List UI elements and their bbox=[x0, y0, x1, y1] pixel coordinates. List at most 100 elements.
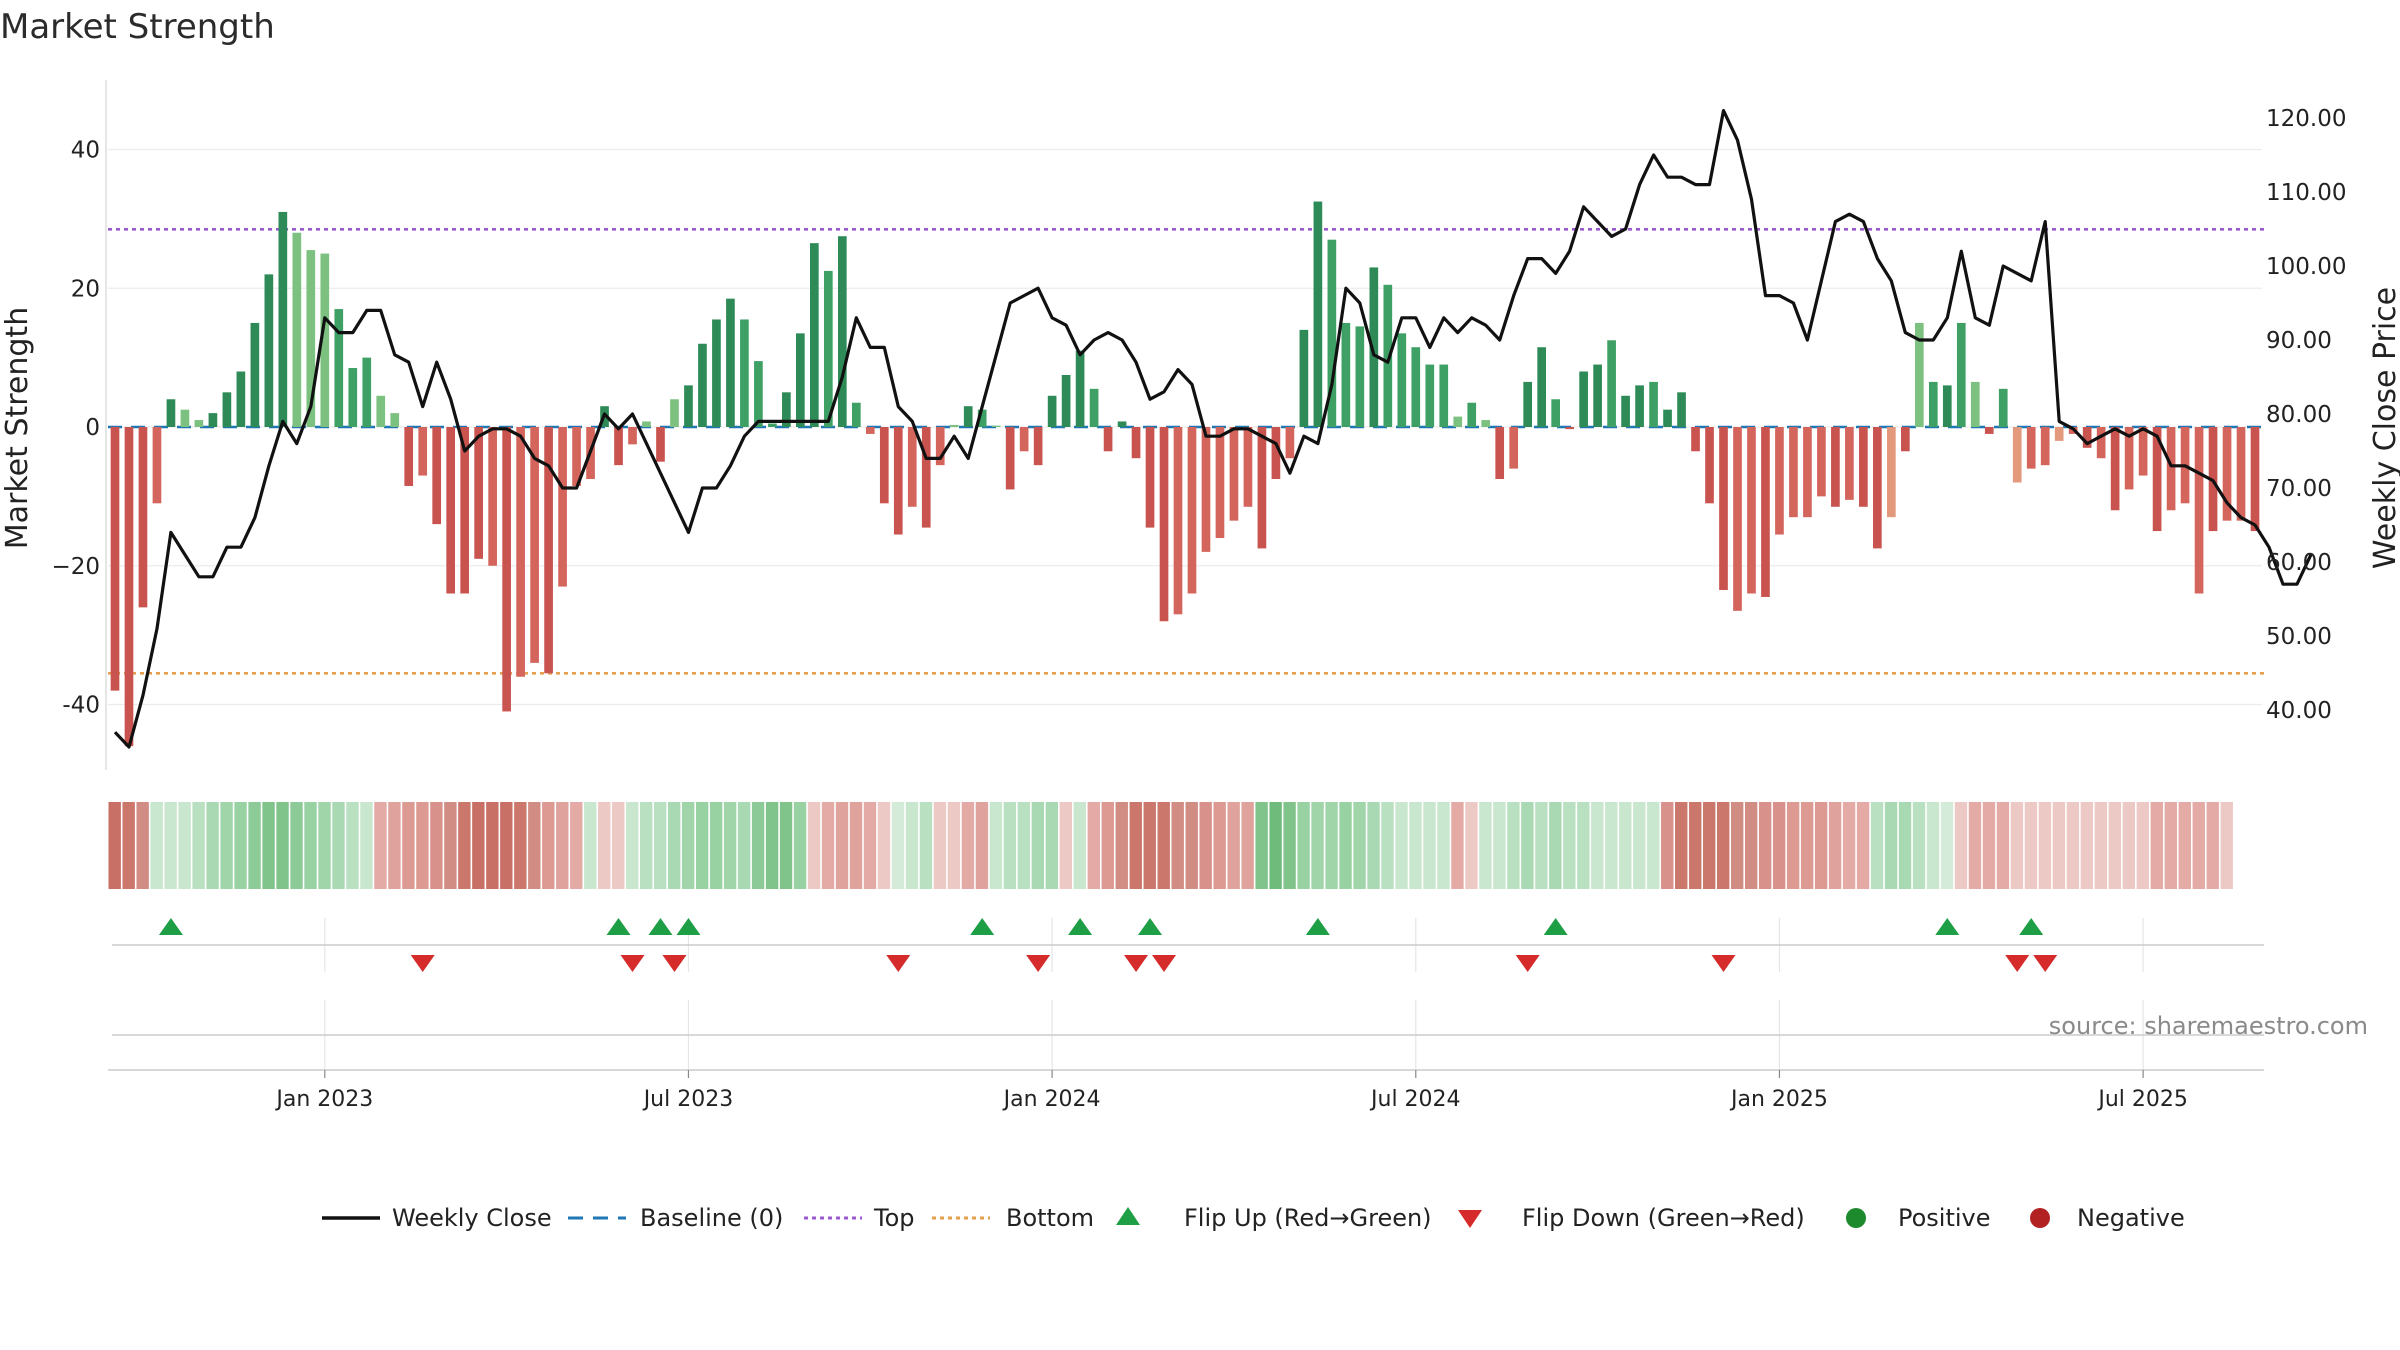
regime-cell bbox=[1059, 802, 1073, 889]
strength-bar bbox=[1691, 427, 1700, 452]
regime-cell bbox=[1786, 802, 1800, 889]
flip-down-marker bbox=[620, 955, 645, 972]
strength-bar bbox=[418, 427, 428, 476]
strength-bar bbox=[1453, 416, 1463, 427]
regime-cell bbox=[1479, 802, 1492, 889]
regime-cell bbox=[1926, 802, 1940, 889]
regime-cell bbox=[1647, 802, 1660, 889]
regime-cell bbox=[1269, 802, 1282, 889]
legend-swatch-positive-dot bbox=[1846, 1208, 1866, 1228]
strength-bar bbox=[264, 274, 274, 427]
regime-cell bbox=[1870, 802, 1884, 889]
x-tick-label: Jul 2023 bbox=[642, 1087, 734, 1112]
strength-bar bbox=[1998, 388, 2008, 427]
flip-down-marker bbox=[2005, 955, 2030, 972]
weekly-close-line bbox=[113, 108, 2313, 749]
strength-bar bbox=[110, 427, 120, 691]
regime-cell bbox=[640, 802, 653, 889]
flip-down-marker bbox=[1026, 955, 1051, 972]
left-axis-label: Market Strength bbox=[0, 307, 35, 549]
regime-cell bbox=[248, 802, 261, 889]
flip-down-marker bbox=[2033, 955, 2058, 972]
strength-bar bbox=[1817, 427, 1826, 497]
regime-cell bbox=[1605, 802, 1618, 889]
strength-bar bbox=[1565, 427, 1574, 430]
flip-up-marker bbox=[1305, 918, 1330, 935]
flip-down-marker bbox=[662, 955, 687, 972]
regime-cell bbox=[891, 802, 905, 889]
legend-label: Negative bbox=[2077, 1204, 2185, 1232]
strength-bar bbox=[530, 427, 539, 663]
strength-bar bbox=[1145, 427, 1155, 528]
regime-cell bbox=[1283, 802, 1296, 889]
strength-bar bbox=[1285, 427, 1295, 459]
strength-bar bbox=[502, 427, 511, 712]
regime-cell bbox=[1940, 802, 1954, 889]
strength-bar bbox=[2110, 427, 2120, 511]
strength-bar bbox=[1243, 427, 1253, 507]
strength-bar bbox=[2054, 427, 2064, 441]
regime-cell bbox=[164, 802, 177, 889]
regime-cell bbox=[653, 802, 667, 889]
regime-cell bbox=[374, 802, 387, 889]
left-axis-ticks: 40 20 0 −20 -40 bbox=[51, 138, 100, 719]
regime-cell bbox=[1982, 802, 1996, 889]
strength-bar bbox=[460, 427, 470, 594]
strength-bar bbox=[432, 427, 442, 525]
strength-bar bbox=[516, 427, 525, 677]
regime-cell bbox=[1339, 802, 1352, 889]
regime-cell bbox=[919, 802, 933, 889]
legend-label: Baseline (0) bbox=[640, 1204, 783, 1232]
regime-cell bbox=[262, 802, 275, 889]
regime-cell bbox=[192, 802, 205, 889]
regime-cell bbox=[1828, 802, 1842, 889]
regime-cell bbox=[276, 802, 289, 889]
regime-cell bbox=[108, 802, 121, 889]
regime-cell bbox=[905, 802, 919, 889]
regime-cell bbox=[178, 802, 191, 889]
strength-bar bbox=[138, 427, 148, 608]
regime-cell bbox=[332, 802, 345, 889]
regime-cell bbox=[220, 802, 233, 889]
strength-bar bbox=[1271, 427, 1281, 480]
strength-bar bbox=[1719, 427, 1728, 591]
flip-up-marker bbox=[1935, 918, 1960, 935]
strength-bar bbox=[2194, 427, 2204, 594]
regime-cell bbox=[1003, 802, 1017, 889]
regime-cell bbox=[542, 802, 555, 889]
flip-up-marker bbox=[1543, 918, 1568, 935]
regime-cell bbox=[1535, 802, 1548, 889]
strength-bar bbox=[1789, 427, 1798, 518]
regime-cell bbox=[1087, 802, 1100, 889]
regime-cell bbox=[1954, 802, 1968, 889]
strength-bar bbox=[124, 427, 134, 747]
strength-bar bbox=[810, 243, 819, 427]
right-axis-ticks: 120.00 110.00 100.00 90.00 80.00 70.00 60.00 50… bbox=[2266, 106, 2346, 724]
legend-item: Negative bbox=[2030, 1204, 2185, 1232]
regime-cell bbox=[318, 802, 331, 889]
strength-bar bbox=[1313, 201, 1323, 427]
strength-bar bbox=[2236, 427, 2246, 521]
x-axis-ticks: Jan 2023 Jul 2023 Jan 2024 Jul 2024 Jan 2025… bbox=[274, 1070, 2188, 1112]
strength-bar bbox=[1299, 329, 1309, 427]
strength-bar bbox=[362, 357, 372, 427]
strength-bar bbox=[1551, 399, 1560, 427]
regime-cell bbox=[1367, 802, 1380, 889]
strength-bar bbox=[446, 427, 456, 594]
weekly-close-polyline bbox=[113, 108, 2313, 749]
regime-cell bbox=[584, 802, 597, 889]
flip-down-marker bbox=[1152, 955, 1177, 972]
regime-cell bbox=[1730, 802, 1744, 889]
regime-cell bbox=[1744, 802, 1758, 889]
strength-bar bbox=[921, 427, 931, 528]
strength-bar bbox=[1873, 427, 1882, 549]
regime-cell bbox=[681, 802, 695, 889]
strength-bar bbox=[1663, 409, 1672, 427]
regime-cell bbox=[150, 802, 163, 889]
regime-cell bbox=[1101, 802, 1114, 889]
regime-cell bbox=[1465, 802, 1478, 889]
regime-cell bbox=[807, 802, 821, 889]
regime-cell bbox=[1241, 802, 1254, 889]
strength-bar bbox=[1005, 427, 1015, 490]
